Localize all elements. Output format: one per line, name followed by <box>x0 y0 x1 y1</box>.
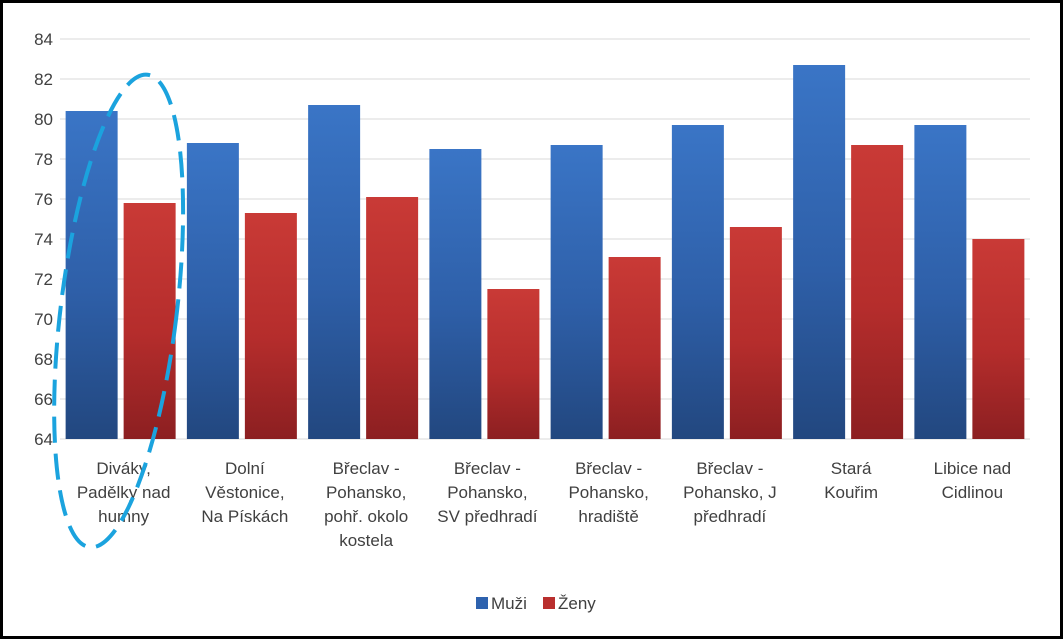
x-category-label: Břeclav - <box>575 459 642 478</box>
bar-muzi <box>793 65 846 439</box>
x-category-label: Na Pískách <box>201 507 288 526</box>
x-category-label: předhradí <box>693 507 766 526</box>
x-category-label: Břeclav - <box>696 459 763 478</box>
legend-label: Muži <box>491 594 527 613</box>
y-tick-label: 80 <box>34 110 53 129</box>
highlight-ellipse <box>52 72 186 550</box>
x-category-label: Kouřim <box>824 483 878 502</box>
y-tick-label: 84 <box>34 30 53 49</box>
bar-zeny <box>972 239 1025 439</box>
x-category-label: Pohansko, <box>568 483 648 502</box>
bar-muzi <box>308 105 361 439</box>
x-category-label: Cidlinou <box>942 483 1003 502</box>
legend: Muži Ženy <box>476 594 596 613</box>
x-category-label: pohř. okolo <box>324 507 408 526</box>
bar-zeny <box>487 289 540 439</box>
bar-muzi <box>550 145 603 439</box>
x-category-label: SV předhradí <box>437 507 537 526</box>
x-category-label: kostela <box>339 531 393 550</box>
bar-muzi <box>186 143 239 439</box>
x-category-label: Libice nad <box>934 459 1012 478</box>
x-category-label: Věstonice, <box>205 483 284 502</box>
y-tick-label: 76 <box>34 190 53 209</box>
annotation <box>52 72 186 550</box>
legend-label: Ženy <box>558 594 596 613</box>
bar-muzi <box>429 149 482 439</box>
x-axis-labels: Diváky,Padělky nadhumnyDolníVěstonice,Na… <box>77 459 1011 550</box>
x-category-label: Padělky nad <box>77 483 171 502</box>
y-tick-label: 78 <box>34 150 53 169</box>
y-tick-label: 70 <box>34 310 53 329</box>
bar-zeny <box>123 203 176 439</box>
x-category-label: Diváky, <box>96 459 150 478</box>
bar-zeny <box>851 145 904 439</box>
x-category-label: Pohansko, <box>447 483 527 502</box>
x-category-label: Pohansko, J <box>683 483 777 502</box>
bar-zeny <box>729 227 782 439</box>
x-category-label: Pohansko, <box>326 483 406 502</box>
legend-swatch-zeny <box>543 597 555 609</box>
bar-zeny <box>608 257 661 439</box>
bar-muzi <box>914 125 967 439</box>
bars <box>65 65 1025 439</box>
x-category-label: Břeclav - <box>333 459 400 478</box>
y-tick-label: 66 <box>34 390 53 409</box>
x-category-label: Dolní <box>225 459 265 478</box>
legend-swatch-muzi <box>476 597 488 609</box>
x-category-label: Stará <box>831 459 872 478</box>
bar-muzi <box>671 125 724 439</box>
bar-muzi <box>65 111 118 439</box>
y-axis: 64 66 68 70 72 74 76 78 80 82 84 <box>34 30 53 449</box>
y-tick-label: 72 <box>34 270 53 289</box>
y-tick-label: 68 <box>34 350 53 369</box>
y-tick-label: 82 <box>34 70 53 89</box>
y-tick-label: 74 <box>34 230 53 249</box>
bar-chart: 64 66 68 70 72 74 76 78 80 82 84 Diváky, Padělky na… <box>34 30 1030 613</box>
bar-zeny <box>366 197 419 439</box>
y-tick-label: 64 <box>34 430 53 449</box>
x-category-label: Břeclav - <box>454 459 521 478</box>
bar-zeny <box>244 213 297 439</box>
x-category-label: hradiště <box>578 507 638 526</box>
